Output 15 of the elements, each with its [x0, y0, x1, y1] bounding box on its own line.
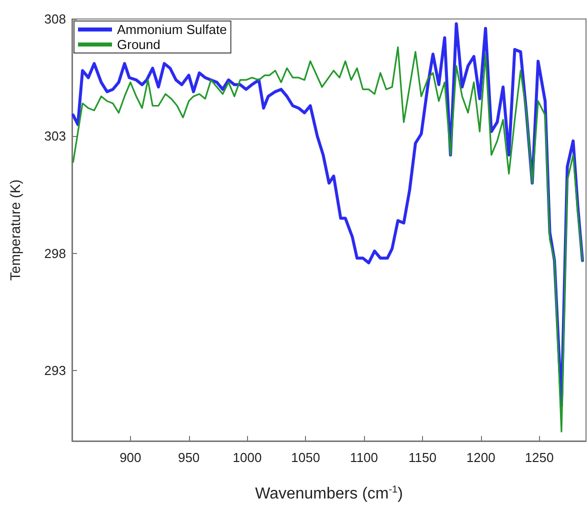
legend-label: Ground	[117, 37, 160, 52]
x-tick-label: 1200	[466, 450, 496, 465]
y-axis-title: Temperature (K)	[7, 179, 23, 281]
x-tick-label: 1250	[524, 450, 554, 465]
x-tick-label: 1050	[291, 450, 320, 465]
x-tick-label: 1100	[350, 450, 378, 465]
y-tick-label: 293	[44, 363, 66, 378]
legend-label: Ammonium Sulfate	[117, 22, 227, 37]
y-tick-label: 298	[44, 246, 66, 261]
x-tick-label: 900	[120, 450, 142, 465]
x-tick-label: 950	[178, 450, 200, 465]
x-tick-label: 1000	[232, 450, 262, 465]
y-tick-label: 303	[44, 128, 66, 144]
y-tick-label: 308	[44, 12, 66, 26]
x-tick-label: 1150	[408, 450, 436, 465]
